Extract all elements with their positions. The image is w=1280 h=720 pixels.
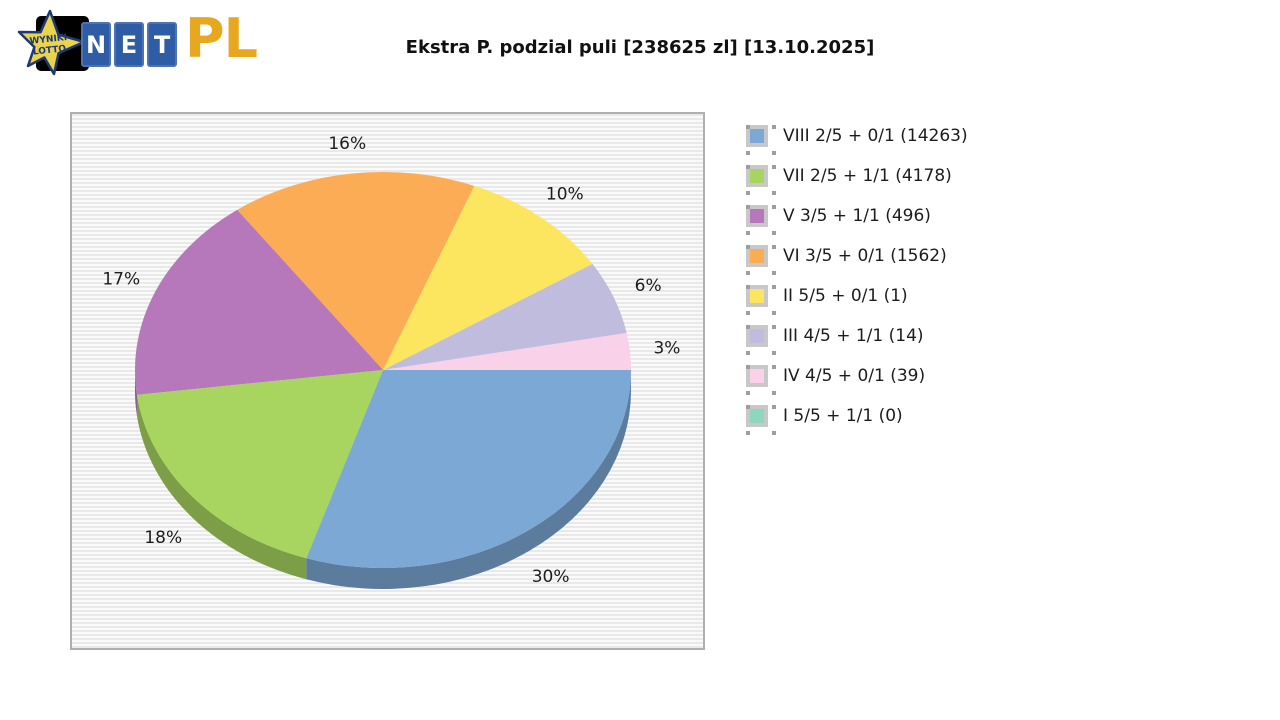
pie-percent-label: 16% <box>328 134 366 154</box>
star-shape <box>17 9 86 76</box>
legend-swatch <box>746 245 768 267</box>
legend-item: VI 3/5 + 0/1 (1562) <box>746 241 968 271</box>
pie-slice <box>383 332 631 370</box>
pie-percent-label: 3% <box>653 339 680 359</box>
legend-label: III 4/5 + 1/1 (14) <box>783 326 924 346</box>
legend-label: VIII 2/5 + 0/1 (14263) <box>783 126 968 146</box>
pie-chart: 3% 6% 10% 16% 17% 18% 30% <box>102 134 680 589</box>
pie-slice <box>136 370 383 559</box>
legend-label: IV 4/5 + 0/1 (39) <box>783 366 926 386</box>
pie-slice-side <box>136 394 307 580</box>
legend-label: I 5/5 + 1/1 (0) <box>783 406 903 426</box>
legend-swatch <box>746 405 768 427</box>
legend-swatch <box>746 365 768 387</box>
site-logo[interactable]: WYNIKI LOTTO N E T PL <box>0 0 280 90</box>
legend-label: V 3/5 + 1/1 (496) <box>783 206 931 226</box>
pie-percent-label: 30% <box>532 567 570 587</box>
legend-label: VI 3/5 + 0/1 (1562) <box>783 246 947 266</box>
legend-item: II 5/5 + 0/1 (1) <box>746 281 968 311</box>
legend-swatch <box>746 325 768 347</box>
logo-tile-t: T <box>147 22 177 67</box>
star-text-line1: WYNIKI <box>29 33 67 47</box>
legend-item: V 3/5 + 1/1 (496) <box>746 201 968 231</box>
pie-slice <box>306 370 631 568</box>
pie-percent-label: 6% <box>635 276 662 296</box>
legend-item: VII 2/5 + 1/1 (4178) <box>746 161 968 191</box>
legend-swatch <box>746 125 768 147</box>
pie-slice <box>383 185 593 370</box>
pie-slice <box>135 209 383 395</box>
pie-percent-label: 18% <box>144 528 182 548</box>
legend-item: IV 4/5 + 0/1 (39) <box>746 361 968 391</box>
logo-tile-n: N <box>81 22 111 67</box>
logo-suffix: PL <box>185 7 258 70</box>
chart-title: Ekstra P. podzial puli [238625 zl] [13.1… <box>405 37 875 58</box>
legend-item: I 5/5 + 1/1 (0) <box>746 401 968 431</box>
chart-legend: VIII 2/5 + 0/1 (14263) VII 2/5 + 1/1 (417… <box>746 121 968 441</box>
legend-item: VIII 2/5 + 0/1 (14263) <box>746 121 968 151</box>
legend-label: II 5/5 + 0/1 (1) <box>783 286 908 306</box>
legend-item: III 4/5 + 1/1 (14) <box>746 321 968 351</box>
legend-swatch <box>746 205 768 227</box>
pie-slice <box>383 263 627 370</box>
pie-percent-label: 17% <box>102 270 140 290</box>
legend-swatch <box>746 165 768 187</box>
legend-swatch <box>746 285 768 307</box>
logo-tile-e: E <box>114 22 144 67</box>
lotto-star-icon: WYNIKI LOTTO <box>17 9 89 76</box>
pie-slice <box>237 172 475 370</box>
pie-percent-label: 10% <box>546 185 584 205</box>
logo-net-tiles: N E T <box>81 22 177 67</box>
pie-slice-side <box>135 370 137 416</box>
legend-label: VII 2/5 + 1/1 (4178) <box>783 166 952 186</box>
pie-slice-side <box>306 370 631 589</box>
chart-plot-area: 3% 6% 10% 16% 17% 18% 30% <box>70 112 705 650</box>
star-text-line2: LOTTO <box>32 44 66 57</box>
